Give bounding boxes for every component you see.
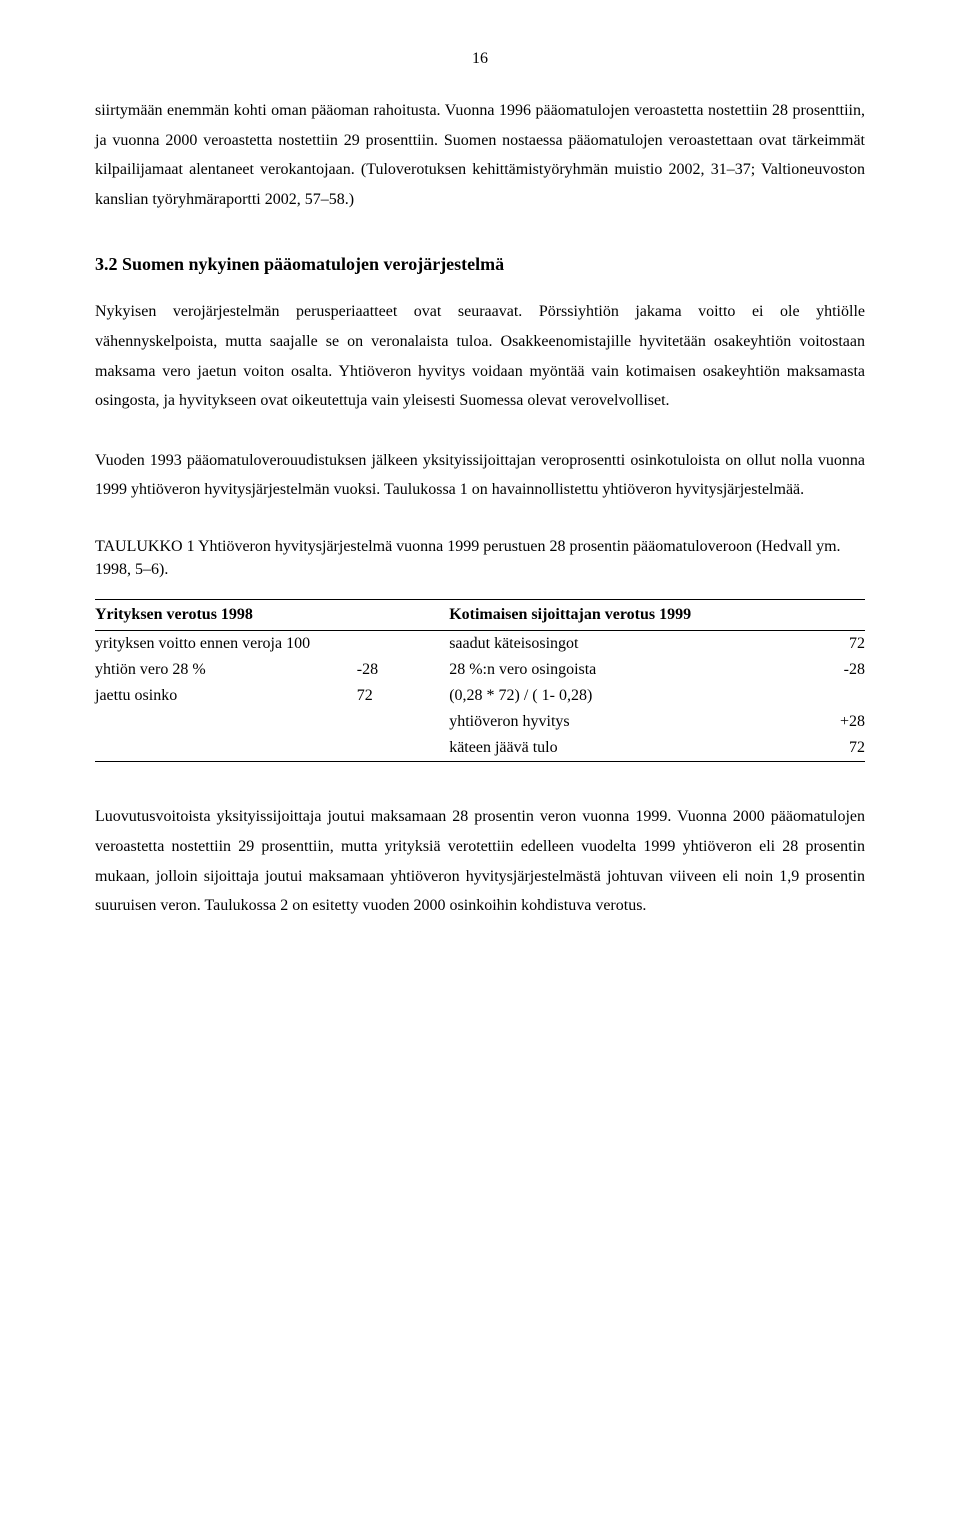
cell-right-value: +28 bbox=[757, 709, 865, 735]
table-row: yhtiön vero 28 % -28 28 %:n vero osingoi… bbox=[95, 657, 865, 683]
cell-left-value bbox=[357, 735, 449, 762]
page-number: 16 bbox=[95, 50, 865, 68]
cell-left-label: yrityksen voitto ennen veroja 100 bbox=[95, 631, 357, 658]
table-row: käteen jäävä tulo 72 bbox=[95, 735, 865, 762]
table-header-right: Kotimaisen sijoittajan verotus 1999 bbox=[449, 600, 865, 631]
cell-left-value bbox=[357, 709, 449, 735]
cell-left-label: jaettu osinko bbox=[95, 683, 357, 709]
cell-left-label bbox=[95, 709, 357, 735]
table-1-tax-hyvitys: Yrityksen verotus 1998 Kotimaisen sijoit… bbox=[95, 599, 865, 762]
document-page: 16 siirtymään enemmän kohti oman pääoman… bbox=[0, 0, 960, 1001]
cell-right-value: 72 bbox=[757, 735, 865, 762]
cell-right-label: yhtiöveron hyvitys bbox=[449, 709, 757, 735]
cell-right-value bbox=[757, 683, 865, 709]
paragraph-2: Nykyisen verojärjestelmän perusperiaatte… bbox=[95, 297, 865, 415]
cell-right-label: (0,28 * 72) / ( 1- 0,28) bbox=[449, 683, 757, 709]
table-row: yrityksen voitto ennen veroja 100 saadut… bbox=[95, 631, 865, 658]
cell-left-value bbox=[357, 631, 449, 658]
cell-right-label: saadut käteisosingot bbox=[449, 631, 757, 658]
cell-left-label: yhtiön vero 28 % bbox=[95, 657, 357, 683]
table-row: jaettu osinko 72 (0,28 * 72) / ( 1- 0,28… bbox=[95, 683, 865, 709]
paragraph-4: Luovutusvoitoista yksityissijoittaja jou… bbox=[95, 802, 865, 920]
cell-left-label bbox=[95, 735, 357, 762]
cell-left-value: 72 bbox=[357, 683, 449, 709]
cell-right-value: -28 bbox=[757, 657, 865, 683]
table-1-caption: TAULUKKO 1 Yhtiöveron hyvitysjärjestelmä… bbox=[95, 535, 865, 581]
paragraph-1: siirtymään enemmän kohti oman pääoman ra… bbox=[95, 96, 865, 214]
table-header-row: Yrityksen verotus 1998 Kotimaisen sijoit… bbox=[95, 600, 865, 631]
table-header-left: Yrityksen verotus 1998 bbox=[95, 600, 449, 631]
cell-left-value: -28 bbox=[357, 657, 449, 683]
cell-right-label: käteen jäävä tulo bbox=[449, 735, 757, 762]
paragraph-3: Vuoden 1993 pääomatuloverouudistuksen jä… bbox=[95, 446, 865, 505]
section-heading-3-2: 3.2 Suomen nykyinen pääomatulojen verojä… bbox=[95, 254, 865, 275]
cell-right-label: 28 %:n vero osingoista bbox=[449, 657, 757, 683]
table-row: yhtiöveron hyvitys +28 bbox=[95, 709, 865, 735]
cell-right-value: 72 bbox=[757, 631, 865, 658]
